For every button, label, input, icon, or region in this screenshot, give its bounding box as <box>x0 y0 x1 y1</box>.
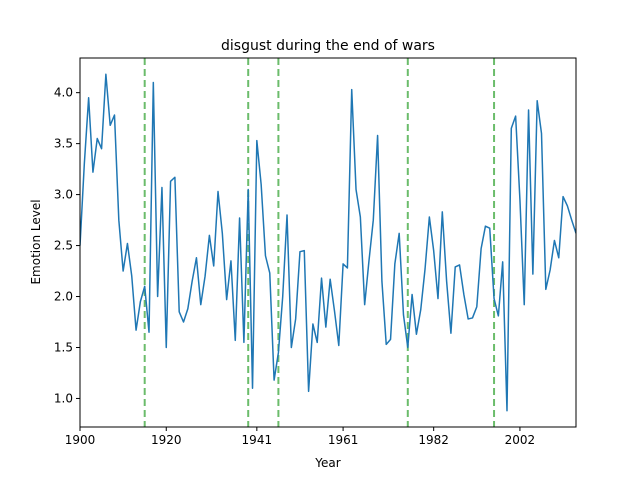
y-tick-label: 2.5 <box>54 239 73 253</box>
plot-frame <box>79 57 577 428</box>
y-tick-label: 1.5 <box>54 340 73 354</box>
x-tick-label: 1941 <box>242 433 273 447</box>
y-axis-label: Emotion Level <box>29 199 43 284</box>
y-tick-label: 3.0 <box>54 188 73 202</box>
x-tick-label: 1900 <box>65 433 96 447</box>
y-tick-label: 1.0 <box>54 391 73 405</box>
y-tick-label: 4.0 <box>54 86 73 100</box>
x-tick-label: 1920 <box>151 433 182 447</box>
chart-title: disgust during the end of wars <box>221 38 435 54</box>
x-axis: 1900 1920 1941 1961 1982 2002 <box>65 427 535 447</box>
y-tick-label: 2.0 <box>54 290 73 304</box>
y-tick-label: 3.5 <box>54 137 73 151</box>
disgust-series-line <box>80 73 576 412</box>
y-axis: 1.0 1.5 2.0 2.5 3.0 3.5 4.0 <box>54 86 80 405</box>
x-tick-label: 1961 <box>328 433 359 447</box>
x-axis-label: Year <box>314 456 340 470</box>
x-tick-label: 1982 <box>418 433 449 447</box>
plot-area <box>80 58 576 427</box>
x-tick-label: 2002 <box>505 433 536 447</box>
